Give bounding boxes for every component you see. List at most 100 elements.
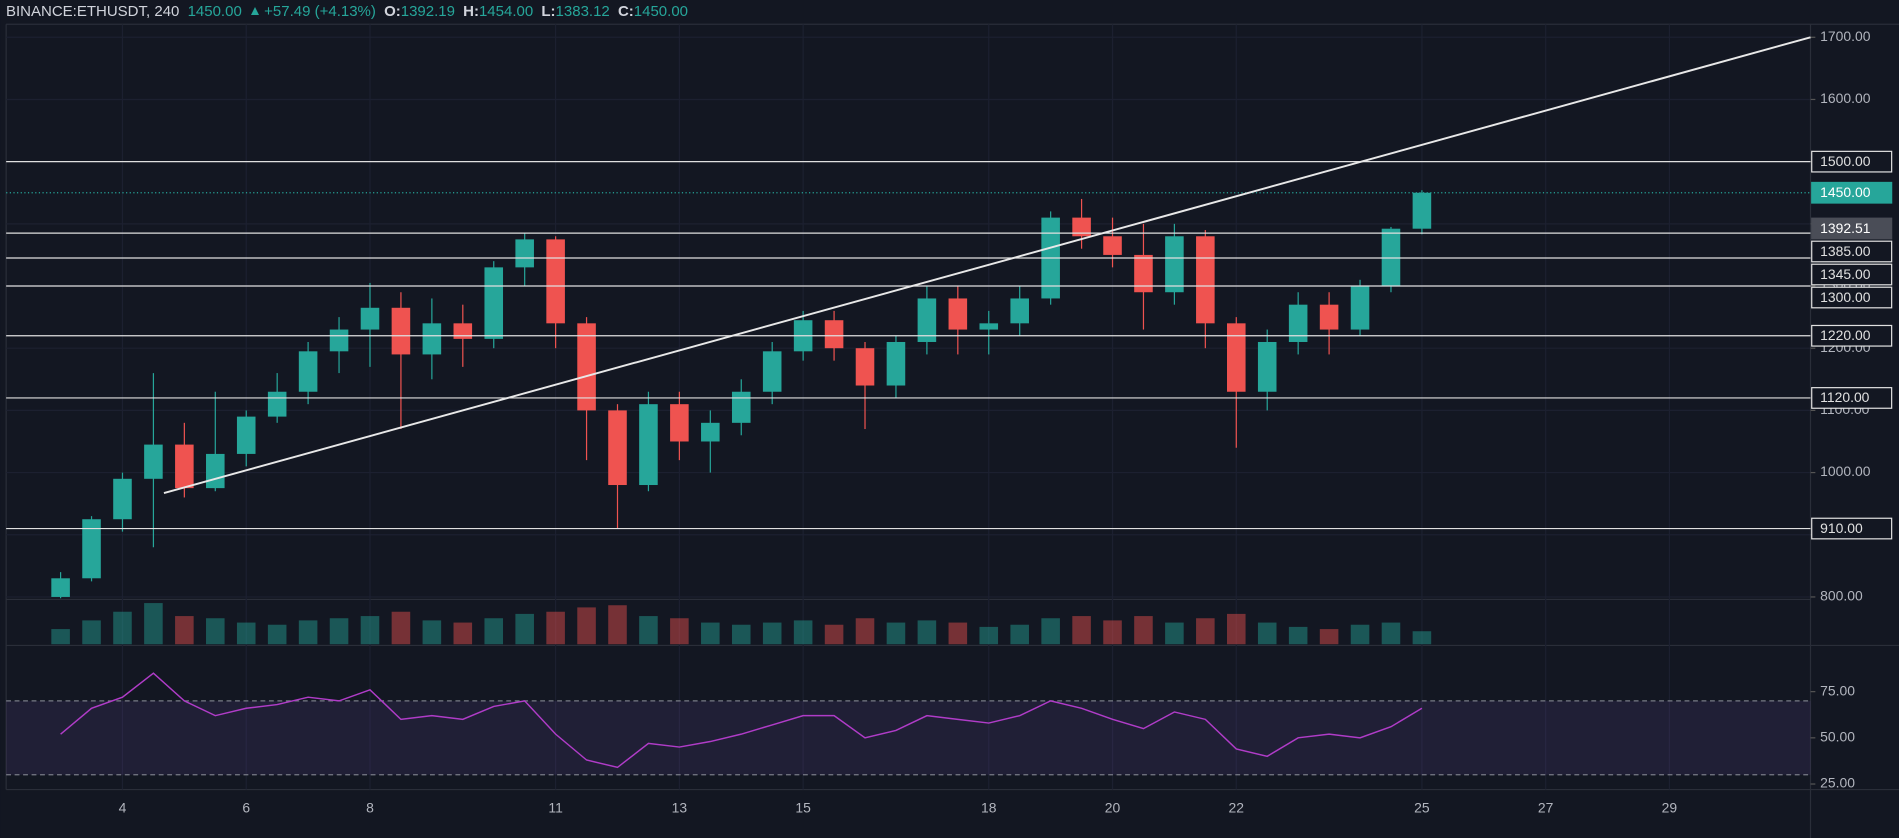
- candle-body: [762, 351, 782, 392]
- candle-body: [1257, 341, 1277, 392]
- candle-body: [360, 307, 380, 330]
- candle-body: [329, 329, 349, 352]
- volume-bar: [608, 605, 627, 645]
- volume-bar: [360, 616, 380, 645]
- candle-body: [1288, 304, 1308, 342]
- low: 1383.12: [555, 3, 610, 20]
- l-label: L:: [541, 3, 556, 20]
- high: 1454.00: [478, 3, 534, 20]
- x-tick-label: 4: [119, 800, 127, 816]
- candle-body: [701, 422, 720, 442]
- volume-bar: [1257, 622, 1277, 645]
- change: +57.49 (+4.13%): [264, 3, 376, 20]
- candle-body: [917, 298, 937, 342]
- volume-bar: [1350, 624, 1370, 645]
- price-label: 910.00: [1820, 520, 1863, 536]
- candle-body: [267, 391, 287, 417]
- volume-bar: [484, 618, 504, 645]
- symbol: BINANCE:ETHUSDT, 240: [6, 3, 180, 20]
- y-tick-label: 1600.00: [1820, 90, 1871, 106]
- volume-bar: [1010, 624, 1029, 645]
- volume-bar: [1103, 620, 1122, 645]
- volume-bar: [1412, 631, 1432, 645]
- volume-bar: [1134, 616, 1153, 645]
- x-tick-label: 6: [242, 800, 250, 816]
- candle-body: [453, 323, 473, 339]
- price-label: 1120.00: [1820, 389, 1870, 405]
- volume-bar: [577, 607, 596, 645]
- price-label: 1385.00: [1820, 243, 1871, 259]
- candle-body: [979, 323, 999, 330]
- price-label-box: [1811, 286, 1893, 309]
- rsi-band: [6, 700, 1811, 775]
- price-label-box: [1811, 150, 1893, 173]
- volume-bar: [391, 611, 411, 645]
- o-label: O:: [384, 3, 401, 20]
- x-tick-label: 11: [548, 800, 563, 816]
- volume-bar: [1041, 618, 1060, 645]
- close: 1450.00: [633, 3, 689, 20]
- candle-body: [731, 391, 751, 423]
- open: 1392.19: [400, 3, 455, 20]
- x-tick-label: 8: [366, 800, 374, 816]
- volume-bar: [1226, 613, 1246, 645]
- price-label-box: [1811, 263, 1893, 286]
- candle-body: [670, 404, 689, 442]
- candle-body: [113, 478, 132, 520]
- x-tick-label: 20: [1105, 800, 1121, 816]
- volume-bar: [1072, 616, 1091, 645]
- volume-bar: [701, 622, 720, 645]
- candle-body: [948, 298, 968, 330]
- h-label: H:: [463, 3, 479, 20]
- c-label: C:: [617, 3, 634, 20]
- price-label: 1500.00: [1820, 153, 1871, 169]
- price-label-box: [1811, 324, 1893, 347]
- candle-body: [886, 341, 906, 386]
- rsi-line: [60, 672, 1423, 769]
- trendline: [163, 36, 1811, 495]
- candle-body: [639, 404, 658, 486]
- candle-body: [206, 453, 225, 489]
- candle-body: [51, 578, 70, 597]
- volume-bar: [824, 624, 844, 645]
- header: BINANCE:ETHUSDT, 240 1450.00 +57.49 (+4.…: [6, 3, 692, 20]
- candle-body: [1103, 236, 1122, 255]
- volume-bar: [639, 616, 658, 645]
- volume-bar: [762, 622, 782, 645]
- volume-bar: [917, 620, 937, 645]
- y-tick-label: 50.00: [1820, 729, 1855, 745]
- price-label-box: [1811, 517, 1893, 540]
- volume-bar: [267, 624, 287, 645]
- candle-body: [855, 348, 875, 386]
- volume-bar: [175, 616, 194, 645]
- candle-body: [1072, 217, 1091, 237]
- volume-bar: [453, 622, 473, 645]
- volume-bar: [948, 622, 968, 645]
- volume-bar: [82, 620, 101, 645]
- y-tick-label: 25.00: [1820, 775, 1855, 791]
- volume-bar: [546, 611, 565, 645]
- price-label-box: [1811, 387, 1893, 409]
- candle-body: [1319, 304, 1339, 330]
- volume-bar: [855, 618, 875, 645]
- candle-body: [1381, 228, 1401, 287]
- price-label-box: [1811, 240, 1893, 263]
- price-label: 1450.00: [1820, 184, 1871, 200]
- volume-bar: [1196, 618, 1215, 645]
- x-tick-label: 15: [795, 800, 811, 816]
- candle-body: [391, 307, 411, 355]
- candle-body: [1134, 254, 1153, 293]
- volume-bar: [1319, 629, 1339, 645]
- volume-bar: [51, 629, 70, 645]
- up-arrow: [250, 7, 259, 15]
- volume-bar: [886, 622, 906, 645]
- x-tick-label: 27: [1538, 800, 1554, 816]
- x-tick-label: 29: [1662, 800, 1678, 816]
- price-label-box: [1811, 217, 1893, 240]
- volume-bar: [979, 626, 999, 645]
- volume-bar: [422, 620, 442, 645]
- x-tick-label: 25: [1414, 800, 1430, 816]
- candle-body: [175, 444, 194, 489]
- volume-bar: [329, 618, 349, 645]
- y-tick-label: 1700.00: [1820, 28, 1871, 44]
